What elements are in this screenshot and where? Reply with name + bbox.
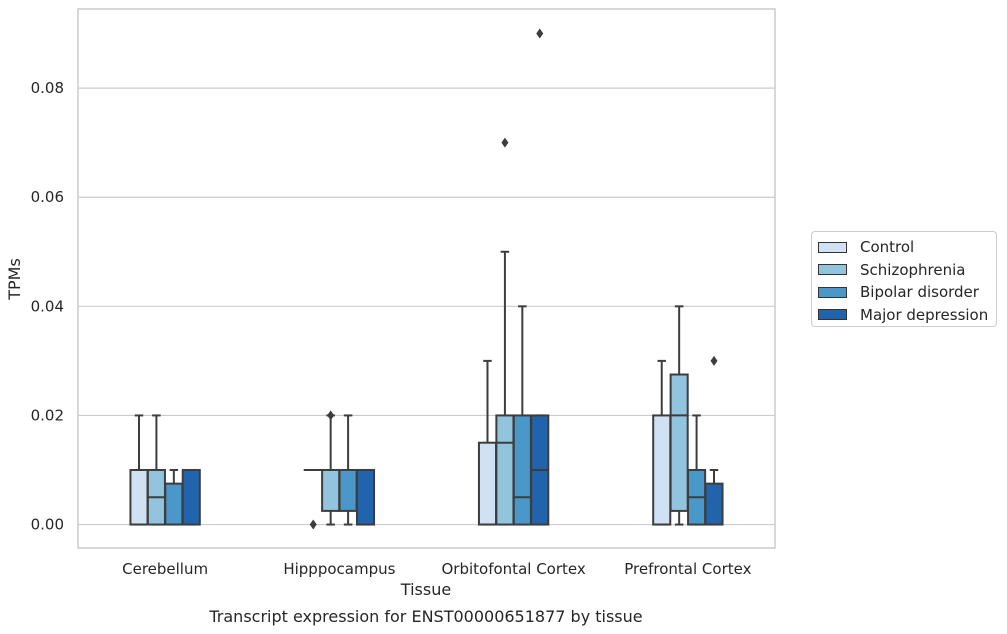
- box: [338, 468, 358, 512]
- outlier-point: [501, 137, 509, 148]
- box-schizophrenia: [669, 305, 689, 526]
- box: [652, 414, 672, 526]
- legend-item: Control: [818, 236, 990, 259]
- box-major-depression: [355, 468, 376, 526]
- outlier-point: [327, 410, 335, 421]
- legend-label: Major depression: [860, 305, 989, 324]
- box: [512, 414, 532, 526]
- legend-label: Schizophrenia: [860, 260, 966, 279]
- x-tick-label: Prefrontal Cortex: [624, 560, 751, 578]
- y-tick-label: 0.00: [31, 516, 64, 534]
- legend-swatch: [818, 264, 847, 276]
- box: [669, 373, 689, 512]
- y-tick-labels: 0.00 0.02 0.04 0.06 0.08: [31, 79, 64, 533]
- y-tick-label: 0.08: [31, 79, 64, 97]
- box: [164, 482, 184, 526]
- outlier-point: [710, 355, 718, 366]
- legend-item: Bipolar disorder: [818, 281, 990, 304]
- box-major-depression: [704, 355, 724, 526]
- box: [355, 468, 376, 526]
- box-bipolar-disorder: [687, 414, 707, 526]
- box: [181, 468, 201, 526]
- legend-swatch: [818, 241, 847, 253]
- chart-caption: Transcript expression for ENST0000065187…: [208, 607, 642, 626]
- box: [704, 482, 724, 526]
- box-major-depression: [530, 28, 550, 526]
- legend-item: Schizophrenia: [818, 259, 990, 282]
- legend-item: Major depression: [818, 304, 990, 327]
- x-axis-label: Tissue: [400, 580, 451, 599]
- box-control: [477, 359, 498, 526]
- y-tick-label: 0.04: [31, 297, 64, 315]
- x-tick-labels: Cerebellum Hipppocampus Orbitofontal Corte…: [122, 560, 751, 578]
- box-major-depression: [181, 468, 201, 526]
- box: [321, 468, 341, 512]
- legend-swatch: [818, 286, 847, 298]
- legend-label: Control: [860, 238, 915, 257]
- y-tick-label: 0.06: [31, 188, 64, 206]
- box-bipolar-disorder: [338, 414, 358, 526]
- x-tick-label: Hipppocampus: [283, 560, 395, 578]
- y-axis-label: TPMs: [5, 258, 24, 301]
- x-tick-label: Cerebellum: [122, 560, 208, 578]
- box-schizophrenia: [146, 414, 166, 526]
- y-tick-label: 0.02: [31, 406, 64, 424]
- box: [495, 414, 515, 526]
- box: [129, 468, 149, 526]
- x-tick-label: Orbitofontal Cortex: [442, 560, 586, 578]
- outlier-point: [309, 519, 317, 530]
- legend-swatch: [818, 309, 847, 321]
- outlier-point: [536, 28, 544, 39]
- legend: Control Schizophrenia Bipolar disorder Majo…: [811, 231, 997, 327]
- box-bipolar-disorder: [512, 305, 532, 526]
- box-control: [303, 468, 323, 530]
- legend-label: Bipolar disorder: [860, 283, 979, 302]
- box: [477, 441, 498, 526]
- box-series: [129, 28, 724, 530]
